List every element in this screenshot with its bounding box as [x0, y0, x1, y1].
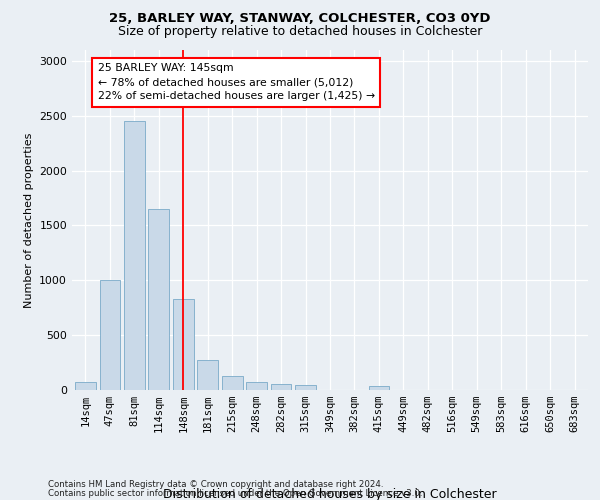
Bar	[100, 280, 120, 390]
Bar	[148, 209, 169, 390]
Bar	[368, 386, 389, 390]
Text: Contains HM Land Registry data © Crown copyright and database right 2024.: Contains HM Land Registry data © Crown c…	[48, 480, 383, 489]
Bar	[246, 382, 267, 390]
Text: Size of property relative to detached houses in Colchester: Size of property relative to detached ho…	[118, 25, 482, 38]
Bar	[75, 382, 96, 390]
Bar	[271, 384, 292, 390]
X-axis label: Distribution of detached houses by size in Colchester: Distribution of detached houses by size …	[163, 488, 497, 500]
Text: Contains public sector information licensed under the Open Government Licence v3: Contains public sector information licen…	[48, 489, 422, 498]
Text: 25, BARLEY WAY, STANWAY, COLCHESTER, CO3 0YD: 25, BARLEY WAY, STANWAY, COLCHESTER, CO3…	[109, 12, 491, 26]
Bar	[295, 385, 316, 390]
Bar	[173, 299, 194, 390]
Bar	[197, 360, 218, 390]
Y-axis label: Number of detached properties: Number of detached properties	[24, 132, 34, 308]
Text: 25 BARLEY WAY: 145sqm
← 78% of detached houses are smaller (5,012)
22% of semi-d: 25 BARLEY WAY: 145sqm ← 78% of detached …	[98, 63, 375, 101]
Bar	[222, 376, 242, 390]
Bar	[124, 122, 145, 390]
